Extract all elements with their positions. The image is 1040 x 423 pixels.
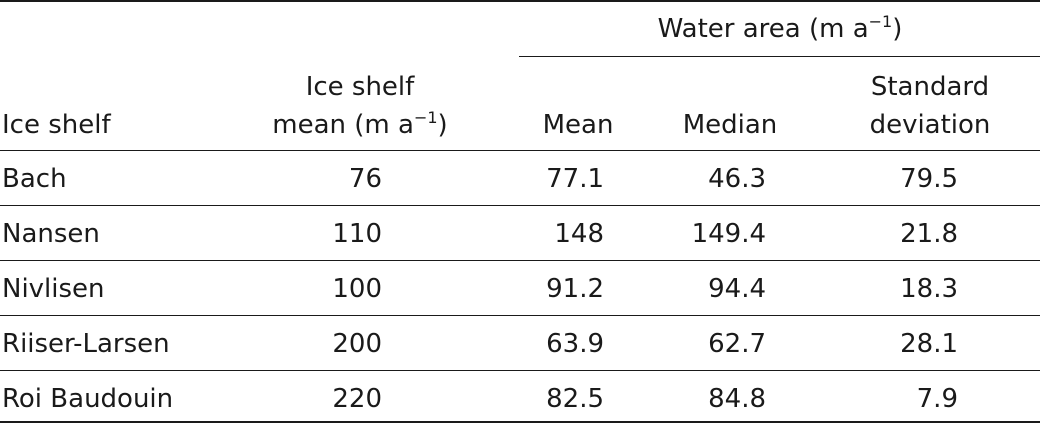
row-rule [0, 260, 1040, 261]
row-water-sd: 18.3 [900, 274, 958, 304]
row-water-mean: 91.2 [546, 274, 604, 304]
column-header-mean: Mean [542, 110, 614, 140]
row-shelf-mean: 220 [332, 384, 382, 414]
row-shelf-mean: 100 [332, 274, 382, 304]
row-ice-shelf-name: Roi Baudouin [2, 384, 174, 414]
row-shelf-mean: 200 [332, 329, 382, 359]
row-water-mean: 82.5 [546, 384, 604, 414]
row-water-median: 84.8 [708, 384, 766, 414]
row-water-mean: 148 [554, 219, 604, 249]
group-header-water-area: Water area (m a−1) [657, 12, 903, 45]
row-water-median: 149.4 [691, 219, 766, 249]
column-header-median: Median [682, 110, 778, 140]
row-shelf-mean: 76 [348, 164, 382, 194]
column-header-sd-line1: Standard [870, 72, 990, 102]
row-rule [0, 315, 1040, 316]
column-header-shelf-mean-line2: mean (m a−1) [272, 108, 448, 141]
group-rule [519, 56, 1040, 57]
row-water-mean: 63.9 [546, 329, 604, 359]
column-header-ice-shelf: Ice shelf [2, 110, 111, 140]
column-header-shelf-mean-line1: Ice shelf [305, 72, 415, 102]
row-ice-shelf-name: Bach [2, 164, 67, 194]
column-header-sd-line2: deviation [869, 110, 991, 140]
row-ice-shelf-name: Nivlisen [2, 274, 105, 304]
row-water-median: 62.7 [708, 329, 766, 359]
row-water-sd: 28.1 [900, 329, 958, 359]
row-water-sd: 21.8 [900, 219, 958, 249]
header-rule [0, 150, 1040, 151]
top-rule [0, 0, 1040, 2]
bottom-rule [0, 421, 1040, 423]
row-water-sd: 7.9 [916, 384, 958, 414]
row-water-mean: 77.1 [546, 164, 604, 194]
row-water-median: 46.3 [708, 164, 766, 194]
row-shelf-mean: 110 [332, 219, 382, 249]
row-ice-shelf-name: Riiser-Larsen [2, 329, 170, 359]
row-water-median: 94.4 [708, 274, 766, 304]
row-water-sd: 79.5 [900, 164, 958, 194]
row-ice-shelf-name: Nansen [2, 219, 100, 249]
row-rule [0, 370, 1040, 371]
row-rule [0, 205, 1040, 206]
